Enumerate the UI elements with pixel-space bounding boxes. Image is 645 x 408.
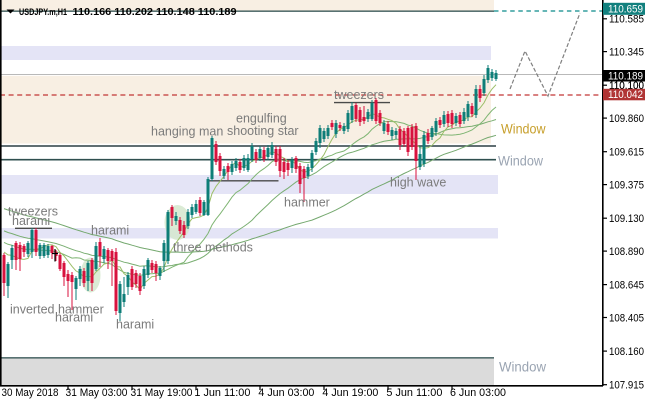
svg-text:harami: harami — [116, 318, 154, 332]
svg-text:tweezers: tweezers — [334, 88, 384, 102]
svg-text:shooting star: shooting star — [227, 124, 299, 138]
svg-text:Window: Window — [498, 154, 543, 169]
svg-text:31 May 03:00: 31 May 03:00 — [66, 387, 128, 399]
svg-text:1 Jun 11:00: 1 Jun 11:00 — [194, 387, 250, 399]
svg-text:108.645: 108.645 — [609, 279, 644, 291]
svg-text:tweezers: tweezers — [8, 205, 58, 219]
svg-text:harami: harami — [55, 311, 93, 325]
svg-text:109.130: 109.130 — [609, 213, 644, 225]
svg-text:high wave: high wave — [390, 176, 446, 190]
svg-text:30 May 2018: 30 May 2018 — [2, 387, 59, 399]
svg-text:110.166 110.202 110.148 110.18: 110.166 110.202 110.148 110.189 — [73, 7, 237, 18]
svg-text:108.160: 108.160 — [609, 346, 644, 358]
svg-text:Window: Window — [501, 122, 546, 137]
svg-text:4 Jun 19:00: 4 Jun 19:00 — [322, 387, 378, 399]
svg-text:108.405: 108.405 — [609, 312, 644, 324]
svg-text:harami: harami — [12, 214, 50, 228]
svg-text:110.189: 110.189 — [608, 70, 643, 82]
svg-text:109.375: 109.375 — [609, 179, 644, 191]
svg-text:107.915: 107.915 — [609, 380, 644, 392]
svg-text:110.345: 110.345 — [609, 46, 644, 58]
svg-text:110.659: 110.659 — [608, 4, 643, 16]
svg-text:USDJPY.m,H1: USDJPY.m,H1 — [19, 7, 68, 18]
svg-text:three methods: three methods — [173, 241, 253, 255]
svg-text:Window: Window — [499, 360, 546, 375]
svg-text:110.042: 110.042 — [608, 89, 643, 101]
svg-text:31 May 19:00: 31 May 19:00 — [131, 387, 193, 399]
svg-text:6 Jun 03:00: 6 Jun 03:00 — [450, 387, 506, 399]
svg-text:110.585: 110.585 — [609, 14, 644, 26]
svg-text:108.890: 108.890 — [609, 246, 644, 258]
svg-text:109.860: 109.860 — [609, 113, 644, 125]
svg-text:inverted hammer: inverted hammer — [10, 303, 104, 317]
svg-text:hammer: hammer — [284, 196, 330, 210]
svg-text:4 Jun 03:00: 4 Jun 03:00 — [258, 387, 314, 399]
svg-text:109.615: 109.615 — [609, 147, 644, 159]
svg-text:engulfing: engulfing — [236, 112, 287, 126]
svg-text:hanging man: hanging man — [151, 125, 223, 139]
svg-text:harami: harami — [91, 224, 129, 238]
svg-text:5 Jun 11:00: 5 Jun 11:00 — [386, 387, 442, 399]
